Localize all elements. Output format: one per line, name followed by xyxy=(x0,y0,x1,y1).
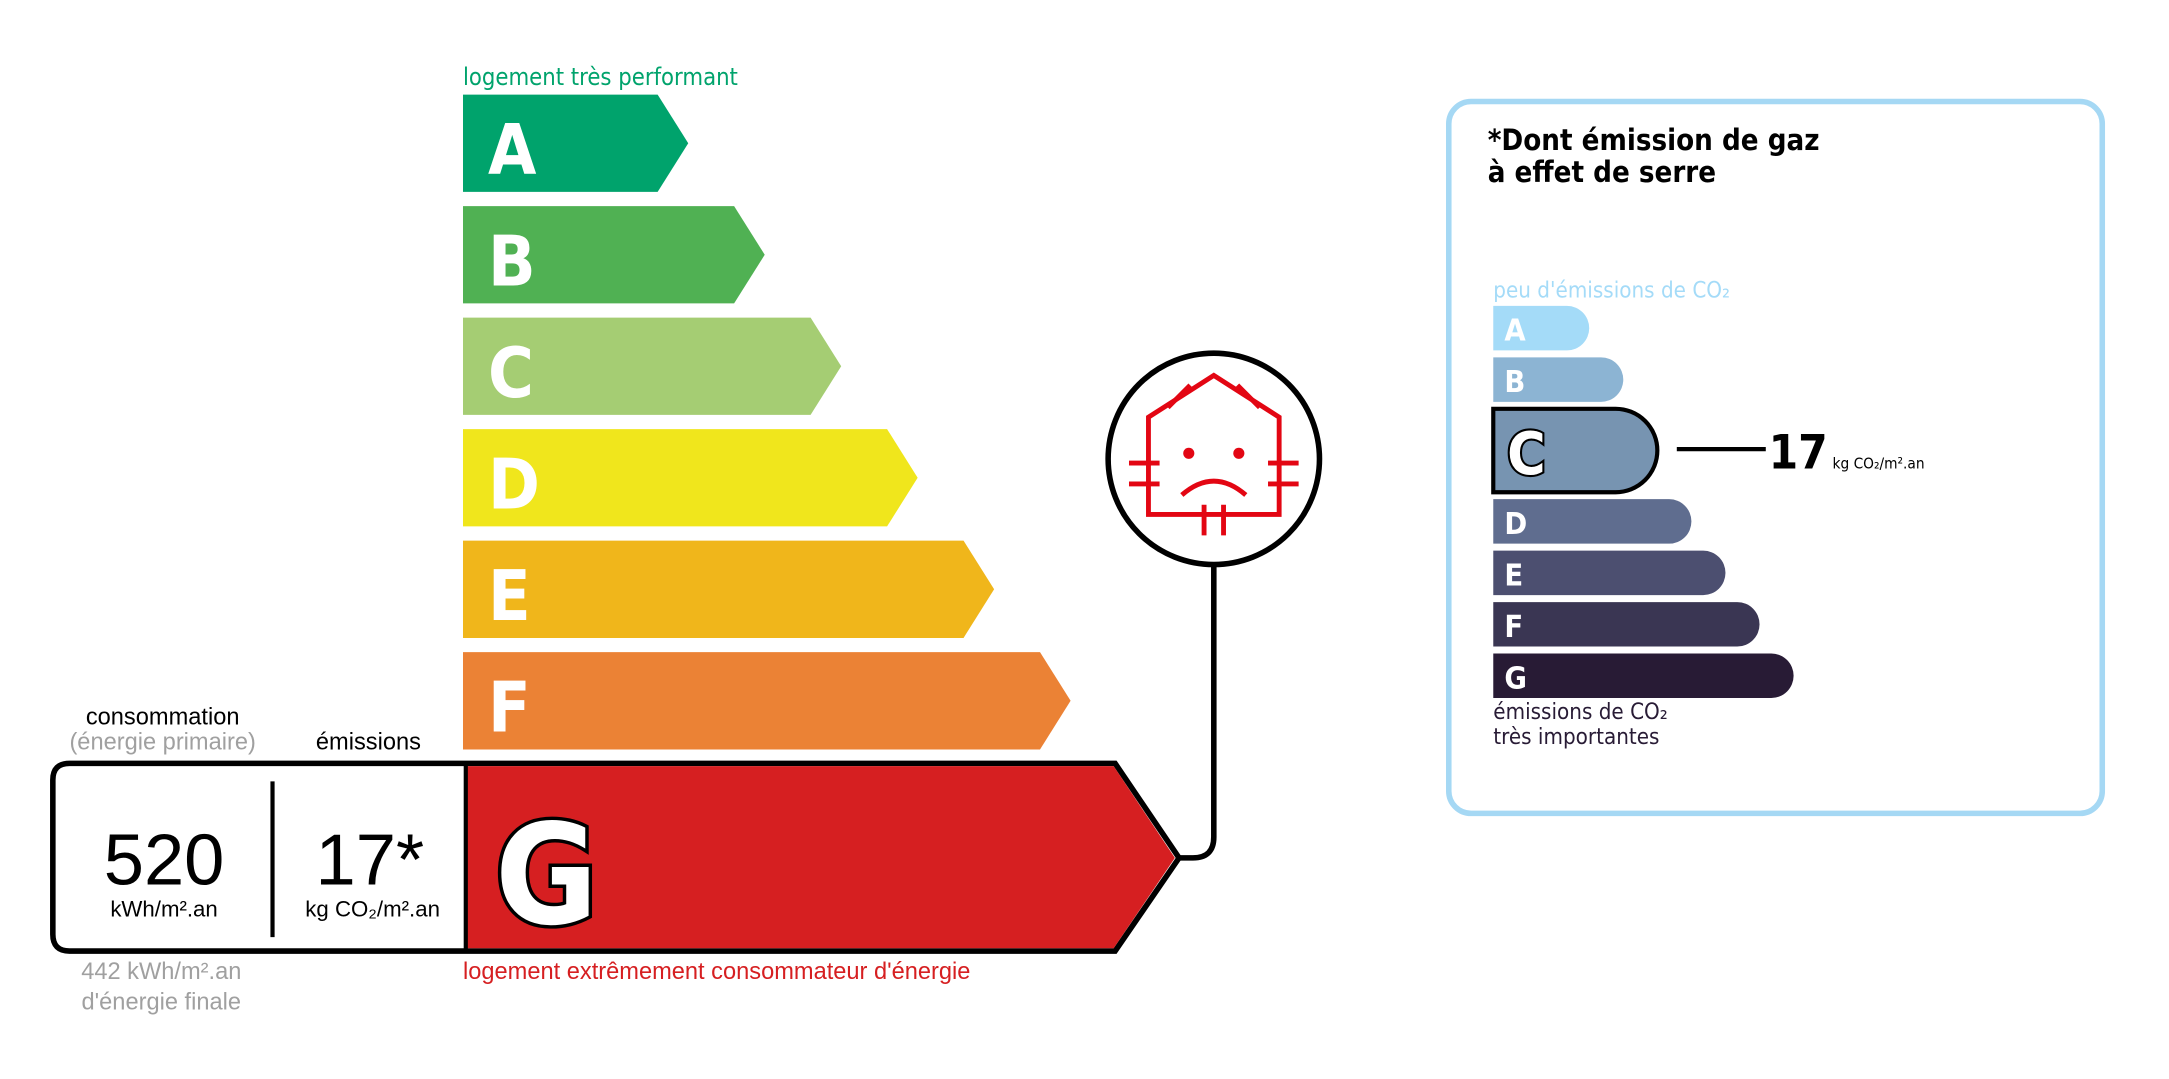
energy-bar-letter: F xyxy=(488,667,531,748)
ges-title-line2: à effet de serre xyxy=(1488,155,1716,189)
ges-bar-b: B xyxy=(1493,357,1624,402)
energy-bar-letter: C xyxy=(488,333,534,414)
energy-bottom-label: logement extrêmement consommateur d'éner… xyxy=(463,959,970,985)
consumption-unit: kWh/m².an xyxy=(110,896,217,921)
energy-bar-a: A xyxy=(462,94,689,192)
emissions-value: 17* xyxy=(316,820,425,900)
ges-bottom-label-line1: émissions de CO₂ xyxy=(1493,699,1668,725)
ges-bar-letter: G xyxy=(1504,661,1527,696)
house-sad-heat-loss-icon xyxy=(1105,350,1323,568)
ges-value: 17 xyxy=(1769,426,1828,481)
energy-bar-f: F xyxy=(462,652,1071,750)
energy-bar-e: E xyxy=(462,540,995,638)
energy-bar-letter: E xyxy=(488,556,531,637)
energy-top-label: logement très performant xyxy=(463,63,738,91)
energy-bar-b: B xyxy=(462,206,765,304)
energy-bar-letter: A xyxy=(488,110,537,191)
ges-bar-letter: A xyxy=(1504,314,1526,349)
ges-bar-letter: C xyxy=(1507,420,1546,488)
emissions-label: émissions xyxy=(316,729,421,755)
ges-bar-letter: D xyxy=(1504,507,1527,542)
ges-title-line1: *Dont émission de gaz xyxy=(1488,123,1820,157)
current-energy-letter: G xyxy=(495,794,598,956)
ges-bar-letter: B xyxy=(1504,365,1525,400)
ges-unit: kg CO₂/m².an xyxy=(1833,455,1925,473)
ges-bar-g: G xyxy=(1493,653,1794,699)
ges-bottom-label-line2: très importantes xyxy=(1493,724,1659,750)
final-energy-value: 442 kWh/m².an xyxy=(81,959,241,985)
energy-bar-g xyxy=(465,766,1175,949)
ges-bar-a: A xyxy=(1493,305,1590,351)
ges-top-label: peu d'émissions de CO₂ xyxy=(1493,278,1730,304)
ges-bar-c: C xyxy=(1491,406,1660,495)
consumption-sublabel: (énergie primaire) xyxy=(69,729,255,755)
ges-bar-d: D xyxy=(1493,499,1692,544)
energy-bar-letter: B xyxy=(488,221,536,302)
final-energy-label: d'énergie finale xyxy=(82,989,242,1015)
emissions-unit: kg CO₂/m².an xyxy=(305,896,440,921)
energy-bar-letter: D xyxy=(488,444,540,525)
consumption-value: 520 xyxy=(104,820,225,900)
energy-bar-c: C xyxy=(462,317,842,415)
connector-line xyxy=(1179,564,1217,861)
consumption-label: consommation xyxy=(86,704,240,730)
ges-bar-letter: F xyxy=(1504,610,1523,645)
ges-bar-e: E xyxy=(1493,550,1726,596)
ges-bar-f: F xyxy=(1493,602,1760,647)
ges-bar-letter: E xyxy=(1504,558,1523,593)
energy-bar-d: D xyxy=(462,429,918,527)
